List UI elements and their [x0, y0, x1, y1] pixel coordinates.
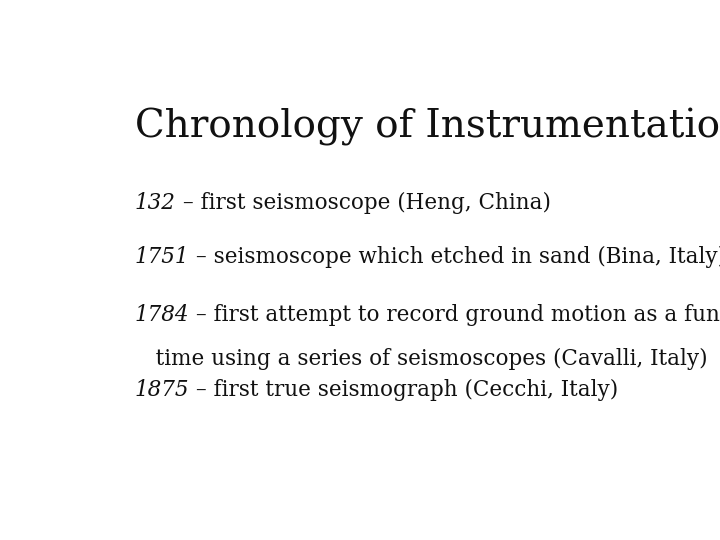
Text: 1784: 1784 [135, 304, 189, 326]
Text: – first seismoscope (Heng, China): – first seismoscope (Heng, China) [176, 192, 551, 214]
Text: 1751: 1751 [135, 246, 189, 268]
Text: 1875: 1875 [135, 379, 189, 401]
Text: time using a series of seismoscopes (Cavalli, Italy): time using a series of seismoscopes (Cav… [135, 348, 707, 370]
Text: Chronology of Instrumentation: Chronology of Instrumentation [135, 109, 720, 146]
Text: – seismoscope which etched in sand (Bina, Italy): – seismoscope which etched in sand (Bina… [189, 246, 720, 268]
Text: – first attempt to record ground motion as a function of: – first attempt to record ground motion … [189, 304, 720, 326]
Text: – first true seismograph (Cecchi, Italy): – first true seismograph (Cecchi, Italy) [189, 379, 618, 401]
Text: 132: 132 [135, 192, 176, 214]
